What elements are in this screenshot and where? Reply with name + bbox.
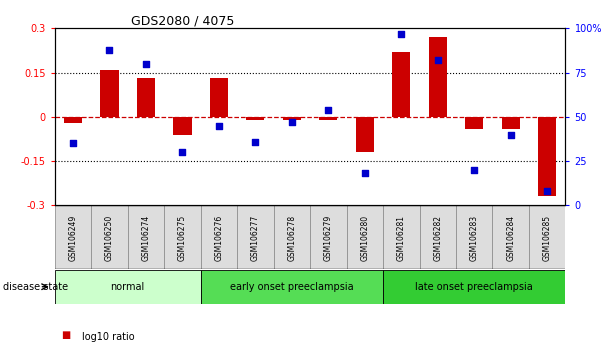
Point — [214, 123, 224, 129]
Bar — [538, 117, 556, 196]
Point — [287, 119, 297, 125]
Point — [68, 141, 78, 146]
Bar — [173, 117, 192, 135]
Bar — [310, 205, 347, 269]
Text: GDS2080 / 4075: GDS2080 / 4075 — [131, 14, 235, 27]
Text: GSM106249: GSM106249 — [69, 215, 77, 261]
Bar — [137, 79, 155, 117]
Text: GSM106250: GSM106250 — [105, 215, 114, 261]
Bar — [383, 270, 565, 304]
Bar — [91, 205, 128, 269]
Point — [250, 139, 260, 144]
Bar — [502, 117, 520, 129]
Bar — [283, 117, 301, 120]
Bar — [356, 117, 374, 152]
Text: GSM106279: GSM106279 — [324, 215, 333, 261]
Bar — [383, 205, 420, 269]
Bar — [55, 205, 91, 269]
Text: GSM106282: GSM106282 — [434, 215, 442, 261]
Text: log10 ratio: log10 ratio — [82, 332, 135, 342]
Text: late onset preeclampsia: late onset preeclampsia — [415, 282, 533, 292]
Point — [360, 171, 370, 176]
Point — [433, 57, 443, 63]
Text: GSM106281: GSM106281 — [397, 215, 406, 261]
Point — [323, 107, 333, 113]
Text: GSM106278: GSM106278 — [288, 215, 296, 261]
Bar — [164, 205, 201, 269]
Point — [469, 167, 479, 173]
Text: early onset preeclampsia: early onset preeclampsia — [230, 282, 354, 292]
Bar — [456, 205, 492, 269]
Bar — [465, 117, 483, 129]
Point — [105, 47, 114, 52]
Text: GSM106283: GSM106283 — [470, 215, 478, 261]
Text: GSM106280: GSM106280 — [361, 215, 369, 261]
Bar — [201, 270, 383, 304]
Bar — [392, 52, 410, 117]
Point — [542, 188, 552, 194]
Bar — [64, 117, 82, 123]
Bar — [420, 205, 456, 269]
Text: GSM106274: GSM106274 — [142, 215, 150, 261]
Text: ■: ■ — [61, 330, 70, 340]
Point — [141, 61, 151, 67]
Text: disease state: disease state — [3, 282, 68, 292]
Bar — [55, 270, 201, 304]
Text: normal: normal — [111, 282, 145, 292]
Bar — [319, 117, 337, 120]
Point — [506, 132, 516, 137]
Bar — [201, 205, 237, 269]
Bar — [274, 205, 310, 269]
Bar — [210, 79, 228, 117]
Bar — [100, 70, 119, 117]
Bar — [128, 205, 164, 269]
Point — [396, 31, 406, 36]
Bar — [246, 117, 264, 120]
Text: GSM106285: GSM106285 — [543, 215, 551, 261]
Bar — [429, 37, 447, 117]
Text: GSM106276: GSM106276 — [215, 215, 223, 261]
Bar — [492, 205, 529, 269]
Point — [178, 149, 187, 155]
Bar — [347, 205, 383, 269]
Bar — [237, 205, 274, 269]
Bar — [529, 205, 565, 269]
Text: GSM106277: GSM106277 — [251, 215, 260, 261]
Text: GSM106275: GSM106275 — [178, 215, 187, 261]
Text: GSM106284: GSM106284 — [506, 215, 515, 261]
